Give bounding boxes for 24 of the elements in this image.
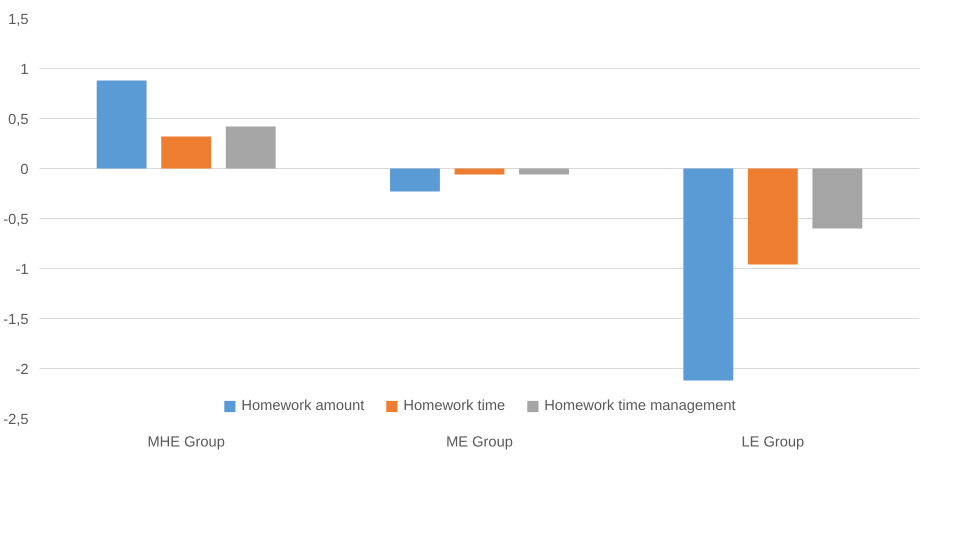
bar (748, 168, 798, 264)
bar (390, 168, 440, 192)
y-tick-label: 1 (20, 62, 29, 78)
bar (96, 80, 147, 168)
y-tick-label: 0,5 (8, 112, 28, 128)
legend-label: Homework time (403, 398, 506, 414)
x-tick-label: MHE Group (147, 434, 225, 450)
bar (454, 168, 504, 174)
x-tick-label: LE Group (741, 434, 804, 450)
y-tick-label: -0,5 (3, 212, 29, 228)
y-tick-label: 0 (20, 162, 29, 178)
y-tick-label: -1 (15, 262, 29, 278)
bar (683, 168, 734, 380)
y-tick-label: 1,5 (8, 12, 28, 28)
bar (161, 136, 212, 168)
legend-label: Homework time management (544, 398, 736, 414)
legend-label: Homework amount (241, 398, 364, 414)
y-tick-label: -2 (15, 362, 29, 378)
y-tick-label: -1,5 (3, 312, 29, 328)
bar (226, 126, 276, 168)
bar (812, 168, 862, 228)
bar (519, 168, 569, 174)
x-tick-label: ME Group (446, 434, 513, 450)
y-tick-label: -2,5 (3, 412, 29, 428)
